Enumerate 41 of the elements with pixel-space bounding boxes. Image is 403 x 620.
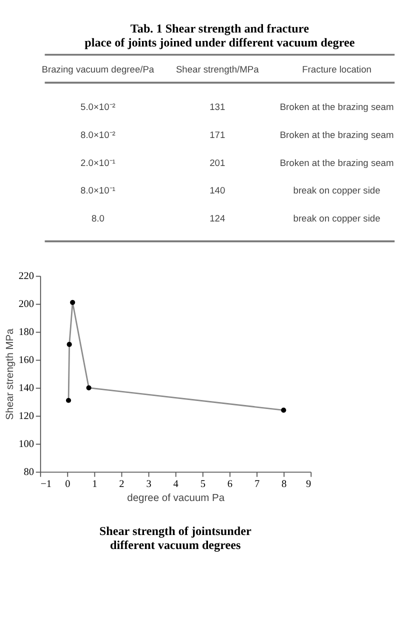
y-tick-label: 80 xyxy=(24,467,34,478)
text: 131 xyxy=(210,102,226,112)
x-tick-label: 0 xyxy=(65,479,70,490)
y-tick-label: 200 xyxy=(18,299,34,310)
text: 8.0×10⁻¹ xyxy=(80,186,116,196)
y-tick-label: 220 xyxy=(18,271,34,282)
text: break on copper side xyxy=(293,214,380,224)
y-tick-label: 180 xyxy=(18,327,34,338)
x-tick-label: 2 xyxy=(119,479,124,490)
text: Broken at the brazing seam xyxy=(280,130,394,140)
x-tick-label: 7 xyxy=(254,479,260,490)
text: Fracture location xyxy=(302,64,372,74)
x-tick-label: 6 xyxy=(227,479,233,490)
text: 201 xyxy=(210,158,226,168)
text: Brazing vacuum degree/Pa xyxy=(42,64,155,74)
text: Tab. 1 Shear strength and fracture place of joints joined under different vacuum degree xyxy=(84,21,356,50)
x-tick-label: 9 xyxy=(306,479,312,490)
text: 124 xyxy=(210,214,226,224)
text: Shear strength/MPa xyxy=(176,64,260,74)
text: 5.0×10⁻² xyxy=(80,102,116,112)
text: 8.0 xyxy=(91,214,104,224)
x-tick-label: 1 xyxy=(92,479,98,490)
y-tick-label: 100 xyxy=(18,439,34,450)
y-tick-label: 160 xyxy=(18,355,34,366)
x-tick-label: 4 xyxy=(173,479,178,490)
x-tick-label: 5 xyxy=(200,479,206,490)
text: 8.0×10⁻² xyxy=(80,130,116,140)
text: Shear strength of jointsunder different vacuum degrees xyxy=(99,524,252,552)
text: Broken at the brazing seam xyxy=(280,158,394,168)
text: 2.0×10⁻¹ xyxy=(80,158,116,168)
x-axis-title: degree of vacuum Pa xyxy=(127,493,225,504)
y-tick-label: 120 xyxy=(18,411,34,422)
text: 140 xyxy=(210,186,226,196)
y-tick-label: 140 xyxy=(18,383,34,394)
text: break on copper side xyxy=(293,186,380,196)
y-axis-title: Shear strength MPa xyxy=(5,328,16,420)
text: 171 xyxy=(210,130,226,140)
x-tick-label: −1 xyxy=(40,479,52,490)
x-tick-label: 8 xyxy=(281,479,287,490)
x-tick-label: 3 xyxy=(146,479,152,490)
text: Broken at the brazing seam xyxy=(280,102,394,112)
